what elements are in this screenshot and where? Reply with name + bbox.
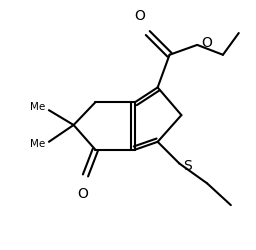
Text: S: S	[183, 158, 192, 172]
Text: O: O	[201, 36, 212, 50]
Text: O: O	[77, 187, 88, 201]
Text: Me: Me	[30, 139, 45, 149]
Text: O: O	[134, 9, 145, 23]
Text: Me: Me	[30, 102, 45, 112]
